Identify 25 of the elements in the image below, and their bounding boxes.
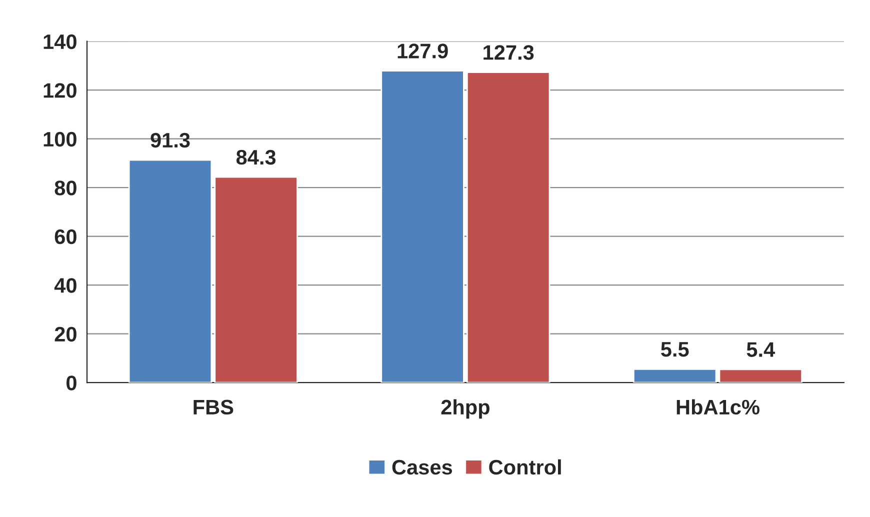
data-label: 5.4 xyxy=(746,342,776,357)
x-tick-label: HbA1c% xyxy=(676,399,760,415)
bar xyxy=(380,70,464,383)
data-label: 127.9 xyxy=(398,44,448,58)
legend-label: Control xyxy=(489,459,561,475)
y-tick-label: 20 xyxy=(54,326,76,342)
y-tick-label: 0 xyxy=(66,376,76,390)
y-tick-label: 120 xyxy=(44,83,76,98)
y-tick-label: 80 xyxy=(54,180,76,196)
data-label: 91.3 xyxy=(150,132,190,148)
data-label: 127.3 xyxy=(484,45,534,60)
x-tick-label: FBS xyxy=(194,400,234,415)
legend-label: Cases xyxy=(392,460,452,475)
y-tick-label: 100 xyxy=(44,132,76,147)
bar xyxy=(718,368,803,383)
y-tick-label: 140 xyxy=(44,34,76,50)
y-tick-label: 60 xyxy=(54,229,76,244)
x-tick-label: 2hpp xyxy=(441,399,490,419)
data-label: 84.3 xyxy=(236,150,276,165)
y-tick-label: 40 xyxy=(54,278,76,293)
bar xyxy=(214,176,298,383)
bar xyxy=(466,72,550,383)
bar xyxy=(632,368,717,383)
data-label: 5.5 xyxy=(661,342,689,357)
bar xyxy=(128,159,212,383)
